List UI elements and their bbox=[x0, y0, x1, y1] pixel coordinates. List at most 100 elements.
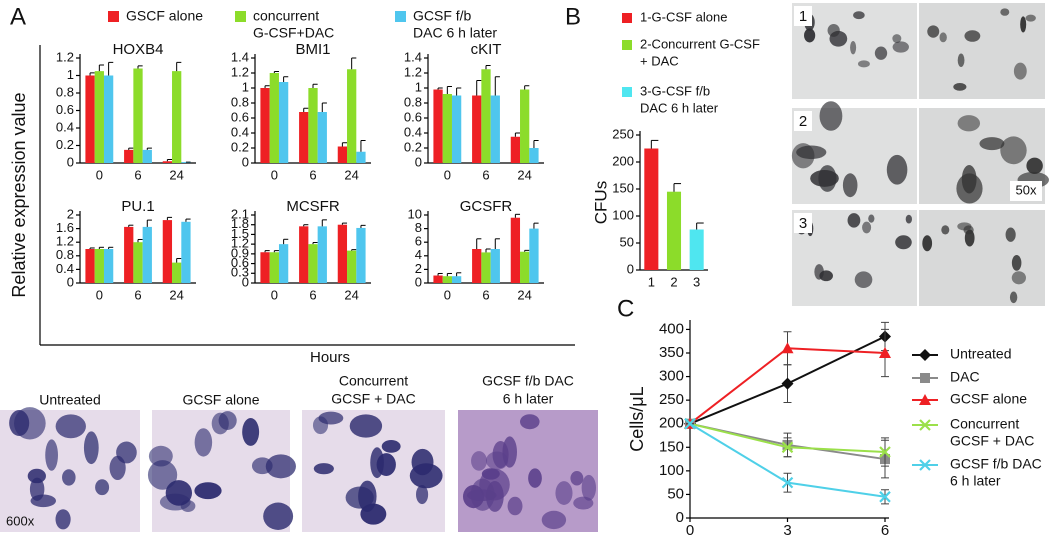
error-bar bbox=[351, 249, 357, 251]
y-tick-label: 0.6 bbox=[231, 109, 249, 124]
cell bbox=[874, 46, 888, 60]
bar bbox=[356, 227, 366, 283]
cell bbox=[957, 53, 965, 68]
cell bbox=[957, 115, 981, 132]
error-bar bbox=[89, 247, 95, 249]
error-bar bbox=[494, 76, 500, 96]
error-bar bbox=[533, 222, 539, 229]
bar bbox=[172, 262, 182, 283]
error-bar bbox=[312, 83, 318, 88]
bar bbox=[181, 221, 191, 283]
cell bbox=[862, 221, 872, 234]
chart-title: BMI1 bbox=[295, 41, 330, 58]
chart-title: cKIT bbox=[471, 41, 502, 58]
x-tick-label: 24 bbox=[344, 167, 358, 182]
y-tick-label: 200 bbox=[612, 153, 634, 168]
cell bbox=[470, 478, 495, 511]
y-axis-label: CFUs bbox=[591, 181, 610, 224]
legend-label: Concurrent bbox=[950, 416, 1019, 432]
y-tick-label: 10 bbox=[408, 206, 422, 221]
label-box bbox=[794, 111, 812, 131]
error-bar bbox=[514, 213, 521, 218]
x-tick-label: 0 bbox=[96, 287, 103, 302]
marker bbox=[919, 459, 931, 471]
cell bbox=[1011, 255, 1022, 271]
cell bbox=[939, 32, 947, 43]
bar bbox=[433, 89, 443, 163]
cell bbox=[83, 431, 99, 465]
bar bbox=[442, 94, 452, 163]
marker bbox=[781, 476, 794, 489]
y-tick-label: 0.2 bbox=[404, 139, 422, 154]
y-tick-label: 4 bbox=[415, 247, 422, 262]
error-bar bbox=[485, 65, 491, 70]
y-tick-label: 200 bbox=[659, 415, 684, 432]
error-bar bbox=[128, 147, 134, 150]
y-tick-label: 1.8 bbox=[231, 216, 249, 231]
error-bar bbox=[341, 222, 348, 225]
x-tick-label: 6 bbox=[881, 522, 889, 539]
cell bbox=[964, 30, 981, 42]
legend-label: DAC bbox=[950, 369, 980, 385]
cell bbox=[842, 173, 858, 198]
y-tick-label: 0.2 bbox=[231, 139, 249, 154]
y-tick-label: 0 bbox=[676, 509, 684, 526]
cell bbox=[520, 414, 540, 430]
x-tick-label: 0 bbox=[686, 522, 694, 539]
micrograph bbox=[919, 3, 1045, 99]
cell bbox=[1005, 227, 1016, 242]
marker bbox=[781, 377, 794, 390]
marker bbox=[919, 349, 931, 361]
bar bbox=[356, 151, 366, 163]
y-tick-label: 400 bbox=[659, 320, 684, 337]
y-tick-label: 50 bbox=[620, 234, 634, 249]
bar bbox=[133, 68, 143, 163]
y-tick-label: 1.2 bbox=[231, 236, 249, 251]
cell bbox=[854, 271, 873, 289]
chart-title: PU.1 bbox=[121, 198, 154, 215]
label-box bbox=[794, 213, 812, 233]
error-bar bbox=[476, 80, 482, 96]
cell bbox=[62, 469, 76, 486]
cell bbox=[819, 101, 843, 131]
y-tick-label: 1.2 bbox=[231, 64, 249, 79]
cell bbox=[892, 41, 909, 53]
cell bbox=[27, 468, 46, 484]
cell bbox=[979, 137, 1005, 151]
y-tick-label: 0 bbox=[415, 274, 422, 289]
error-bar bbox=[273, 250, 279, 253]
error-bar bbox=[146, 147, 152, 150]
cell bbox=[957, 222, 972, 231]
error-bar bbox=[514, 132, 521, 137]
y-tick-label: 0.4 bbox=[56, 119, 74, 134]
legend-label: + DAC bbox=[640, 53, 679, 68]
cell bbox=[370, 447, 384, 479]
legend-label: DAC 6 h later bbox=[640, 100, 719, 115]
cell bbox=[415, 484, 429, 505]
error-bar bbox=[437, 87, 443, 90]
cell bbox=[147, 460, 178, 490]
micrograph bbox=[919, 210, 1045, 306]
bar bbox=[520, 251, 530, 283]
x-tick-label: 6 bbox=[482, 167, 489, 182]
x-tick-label: 6 bbox=[309, 167, 316, 182]
y-tick-label: 6 bbox=[415, 234, 422, 249]
cell bbox=[895, 235, 912, 250]
error-bar bbox=[533, 140, 539, 148]
y-tick-label: 1 bbox=[415, 79, 422, 94]
error-bar bbox=[128, 224, 134, 227]
legend-label: 3-G-CSF f/b bbox=[640, 83, 710, 98]
panel-label: B bbox=[565, 3, 581, 30]
magnification: 600x bbox=[6, 513, 35, 528]
x-tick-label: 24 bbox=[344, 287, 358, 302]
legend-swatch bbox=[622, 13, 632, 23]
marker bbox=[781, 342, 794, 354]
cell bbox=[349, 414, 383, 438]
bar bbox=[451, 276, 462, 283]
cell bbox=[953, 83, 967, 91]
cell bbox=[868, 214, 875, 223]
y-tick-label: 0.4 bbox=[231, 124, 249, 139]
bar bbox=[337, 224, 348, 283]
caption: GCSF alone bbox=[182, 392, 259, 408]
cell bbox=[360, 503, 387, 525]
